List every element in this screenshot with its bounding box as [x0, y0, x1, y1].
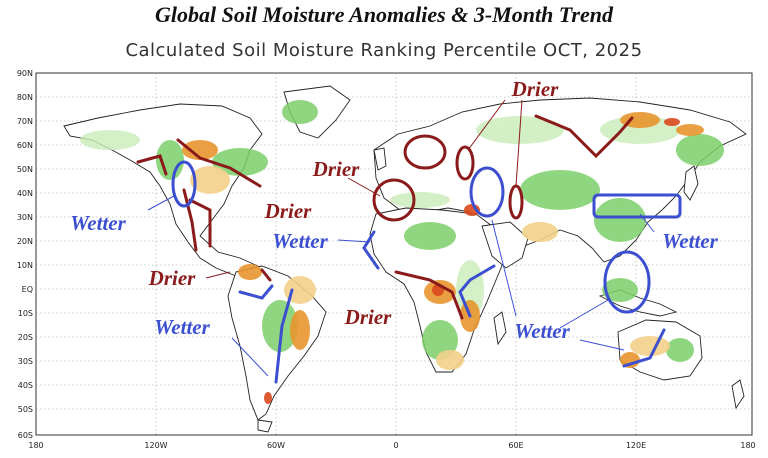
- madagascar-land: [493, 311, 507, 346]
- dry-anomaly-areas: [182, 112, 704, 368]
- drier-label-north-america: Drier: [264, 199, 312, 223]
- drier-label-siberia: Drier: [511, 77, 559, 101]
- uk-land: [373, 147, 387, 171]
- lon-label: 180: [740, 441, 755, 450]
- lat-label: 30N: [17, 213, 33, 222]
- lat-label: 60N: [17, 141, 33, 150]
- lat-label: 20S: [18, 333, 33, 342]
- new-zealand-land: [731, 379, 745, 410]
- wet-anomaly-areas: [156, 100, 724, 362]
- longitude-labels: 180 120W 60W 0 60E 120E 180: [28, 441, 755, 450]
- japan-land: [683, 165, 699, 201]
- light-dry-anomaly-areas: [190, 166, 670, 370]
- lat-label: 60S: [18, 431, 33, 440]
- map-title: Global Soil Moisture Anomalies & 3-Month…: [154, 2, 613, 27]
- antarctica-land: [257, 419, 273, 433]
- drier-label-europe: Drier: [312, 157, 360, 181]
- lat-label: 20N: [17, 237, 33, 246]
- drier-label-africa: Drier: [344, 305, 392, 329]
- wetter-label-south-america: Wetter: [154, 315, 210, 339]
- arabia-land: [481, 221, 529, 269]
- drier-trend-lines: [136, 114, 634, 320]
- lat-label: 80N: [17, 93, 33, 102]
- lat-label: 50N: [17, 165, 33, 174]
- map-subtitle: Calculated Soil Moisture Ranking Percent…: [125, 40, 643, 61]
- severe-dry-anomaly-areas: [264, 118, 680, 404]
- lat-label: 30S: [18, 357, 33, 366]
- wetter-label-east-asia: Wetter: [662, 229, 718, 253]
- latitude-labels: 90N 80N 70N 60N 50N 40N 30N 20N 10N EQ 1…: [17, 69, 33, 440]
- lat-label: 10N: [17, 261, 33, 270]
- lat-label: 90N: [17, 69, 33, 78]
- lat-label: 10S: [18, 309, 33, 318]
- wetter-label-west-africa: Wetter: [272, 229, 328, 253]
- lat-label: 40S: [18, 381, 33, 390]
- drier-pointers: [205, 99, 523, 279]
- lat-label: 40N: [17, 189, 33, 198]
- lon-label: 0: [393, 441, 398, 450]
- lon-label: 60W: [267, 441, 285, 450]
- lon-label: 120W: [144, 441, 167, 450]
- lon-label: 180: [28, 441, 43, 450]
- lat-label: EQ: [22, 285, 33, 294]
- wetter-label-north-america: Wetter: [70, 211, 126, 235]
- lon-label: 120E: [626, 441, 646, 450]
- lat-label: 50S: [18, 405, 33, 414]
- drier-label-central-america: Drier: [148, 266, 196, 290]
- lon-label: 60E: [508, 441, 523, 450]
- lat-label: 70N: [17, 117, 33, 126]
- wetter-pointers: [147, 195, 655, 377]
- wetter-trend-lines: [171, 160, 682, 384]
- wetter-label-africa-indonesia: Wetter: [514, 319, 570, 343]
